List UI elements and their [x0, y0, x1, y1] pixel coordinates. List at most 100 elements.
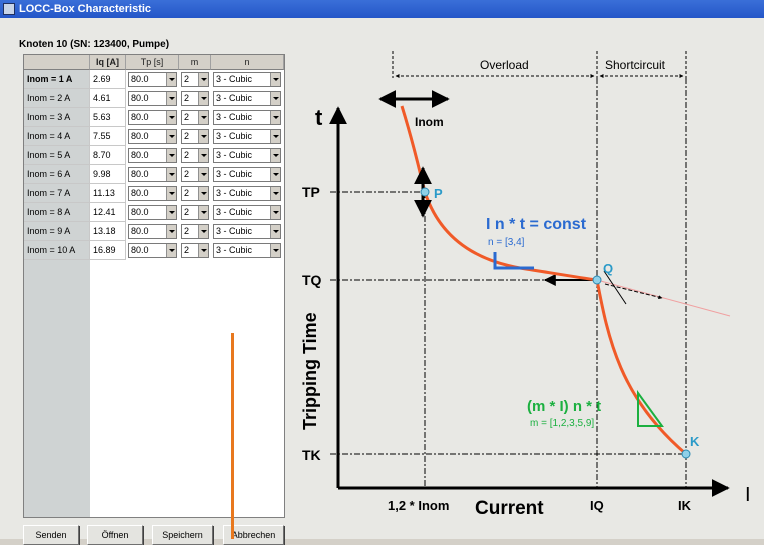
- row-header[interactable]: Inom = 8 A: [24, 203, 90, 222]
- m-dropdown[interactable]: 2: [181, 243, 209, 258]
- row-header[interactable]: Inom = 9 A: [24, 222, 90, 241]
- m-dropdown[interactable]: 2: [181, 110, 209, 125]
- x-axis-title: Current: [475, 498, 544, 519]
- n-dropdown[interactable]: 3 - Cubic: [213, 205, 281, 220]
- iq-cell[interactable]: 4.61: [90, 89, 126, 108]
- chevron-down-icon[interactable]: [166, 111, 176, 124]
- chevron-down-icon[interactable]: [198, 187, 208, 200]
- column-header-iq[interactable]: Iq [A]: [90, 55, 126, 70]
- n-dropdown[interactable]: 3 - Cubic: [213, 167, 281, 182]
- tp-dropdown[interactable]: 80.0: [128, 224, 177, 239]
- chevron-down-icon[interactable]: [270, 244, 280, 257]
- row-header[interactable]: Inom = 2 A: [24, 89, 90, 108]
- green-slope-triangle: [637, 389, 664, 427]
- row-header[interactable]: Inom = 3 A: [24, 108, 90, 127]
- iq-cell[interactable]: 9.98: [90, 165, 126, 184]
- chevron-down-icon[interactable]: [270, 111, 280, 124]
- chevron-down-icon[interactable]: [270, 187, 280, 200]
- n-dropdown[interactable]: 3 - Cubic: [213, 224, 281, 239]
- n-dropdown[interactable]: 3 - Cubic: [213, 91, 281, 106]
- chevron-down-icon[interactable]: [270, 168, 280, 181]
- row-header[interactable]: Inom = 5 A: [24, 146, 90, 165]
- m-dropdown[interactable]: 2: [181, 205, 209, 220]
- table-row: Inom = 2 A 4.61 80.0 2 3 - Cubic: [24, 89, 284, 108]
- chevron-down-icon[interactable]: [270, 73, 280, 86]
- m-dropdown[interactable]: 2: [181, 167, 209, 182]
- tp-dropdown[interactable]: 80.0: [128, 72, 177, 87]
- n-value: 3 - Cubic: [216, 150, 253, 160]
- send-button[interactable]: Senden: [23, 525, 79, 545]
- n-dropdown[interactable]: 3 - Cubic: [213, 148, 281, 163]
- chevron-down-icon[interactable]: [198, 73, 208, 86]
- m-dropdown[interactable]: 2: [181, 148, 209, 163]
- open-button[interactable]: Öffnen: [87, 525, 143, 545]
- chevron-down-icon[interactable]: [166, 168, 176, 181]
- row-header[interactable]: Inom = 10 A: [24, 241, 90, 260]
- table-row: Inom = 6 A 9.98 80.0 2 3 - Cubic: [24, 165, 284, 184]
- row-header[interactable]: Inom = 1 A: [24, 70, 90, 89]
- m-value: 2: [184, 245, 190, 255]
- chevron-down-icon[interactable]: [198, 111, 208, 124]
- n-dropdown[interactable]: 3 - Cubic: [213, 72, 281, 87]
- row-header[interactable]: Inom = 4 A: [24, 127, 90, 146]
- chevron-down-icon[interactable]: [198, 244, 208, 257]
- chevron-down-icon[interactable]: [166, 149, 176, 162]
- chevron-down-icon[interactable]: [166, 73, 176, 86]
- tp-dropdown[interactable]: 80.0: [128, 148, 177, 163]
- m-dropdown[interactable]: 2: [181, 91, 209, 106]
- tp-dropdown[interactable]: 80.0: [128, 110, 177, 125]
- tp-dropdown[interactable]: 80.0: [128, 167, 177, 182]
- iq-cell[interactable]: 5.63: [90, 108, 126, 127]
- n-dropdown[interactable]: 3 - Cubic: [213, 243, 281, 258]
- m-dropdown[interactable]: 2: [181, 224, 209, 239]
- chevron-down-icon[interactable]: [198, 206, 208, 219]
- m-value: 2: [184, 169, 190, 179]
- iq-cell[interactable]: 8.70: [90, 146, 126, 165]
- tp-dropdown[interactable]: 80.0: [128, 91, 177, 106]
- column-header-tp[interactable]: Tp [s]: [126, 55, 179, 70]
- m-dropdown[interactable]: 2: [181, 72, 209, 87]
- chevron-down-icon[interactable]: [198, 168, 208, 181]
- app-icon: [3, 3, 15, 15]
- n-dropdown[interactable]: 3 - Cubic: [213, 110, 281, 125]
- chevron-down-icon[interactable]: [270, 225, 280, 238]
- tp-dropdown[interactable]: 80.0: [128, 186, 177, 201]
- chevron-down-icon[interactable]: [198, 92, 208, 105]
- tp-dropdown[interactable]: 80.0: [128, 243, 177, 258]
- iq-cell[interactable]: 7.55: [90, 127, 126, 146]
- tp-dropdown[interactable]: 80.0: [128, 205, 177, 220]
- m-dropdown[interactable]: 2: [181, 129, 209, 144]
- tripping-characteristic-diagram: Overload Shortcircuit t I Inom TP TQ TK …: [290, 38, 764, 539]
- n-value: 3 - Cubic: [216, 207, 253, 217]
- chevron-down-icon[interactable]: [166, 206, 176, 219]
- chevron-down-icon[interactable]: [198, 130, 208, 143]
- chevron-down-icon[interactable]: [270, 130, 280, 143]
- chevron-down-icon[interactable]: [270, 206, 280, 219]
- row-header[interactable]: Inom = 6 A: [24, 165, 90, 184]
- chevron-down-icon[interactable]: [198, 225, 208, 238]
- n-dropdown[interactable]: 3 - Cubic: [213, 129, 281, 144]
- tk-label: TK: [302, 447, 321, 463]
- n-dropdown[interactable]: 3 - Cubic: [213, 186, 281, 201]
- x-iq-label: IQ: [590, 498, 604, 513]
- column-header-m[interactable]: m: [179, 55, 211, 70]
- tp-dropdown[interactable]: 80.0: [128, 129, 177, 144]
- chevron-down-icon[interactable]: [198, 149, 208, 162]
- iq-cell[interactable]: 12.41: [90, 203, 126, 222]
- iq-cell[interactable]: 16.89: [90, 241, 126, 260]
- iq-cell[interactable]: 2.69: [90, 70, 126, 89]
- column-header-n[interactable]: n: [211, 55, 284, 70]
- row-header[interactable]: Inom = 7 A: [24, 184, 90, 203]
- iq-cell[interactable]: 11.13: [90, 184, 126, 203]
- chevron-down-icon[interactable]: [270, 92, 280, 105]
- m-value: 2: [184, 207, 190, 217]
- chevron-down-icon[interactable]: [166, 244, 176, 257]
- chevron-down-icon[interactable]: [166, 92, 176, 105]
- chevron-down-icon[interactable]: [166, 187, 176, 200]
- iq-cell[interactable]: 13.18: [90, 222, 126, 241]
- chevron-down-icon[interactable]: [270, 149, 280, 162]
- chevron-down-icon[interactable]: [166, 130, 176, 143]
- save-button[interactable]: Speichern: [152, 525, 213, 545]
- m-dropdown[interactable]: 2: [181, 186, 209, 201]
- chevron-down-icon[interactable]: [166, 225, 176, 238]
